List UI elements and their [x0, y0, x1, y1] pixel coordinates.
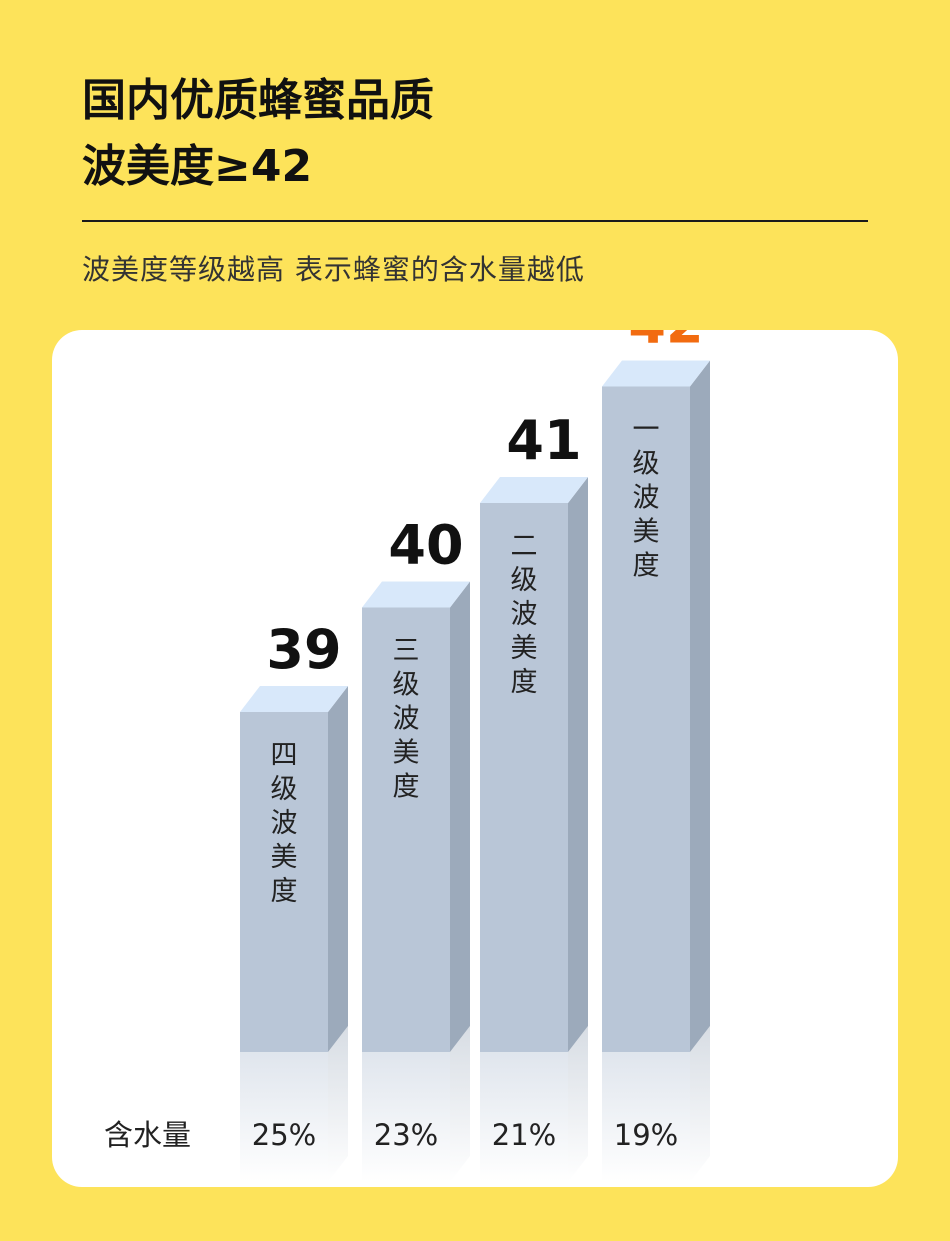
bar: [480, 503, 568, 1052]
bar-side: [568, 477, 588, 1052]
bar-reflection-side: [690, 1026, 710, 1182]
value-label: 41: [506, 409, 581, 472]
category-label-char: 度: [271, 876, 298, 907]
title-divider: [82, 220, 868, 222]
chart-card: 四级波美度3925%三级波美度4023%二级波美度4121%一级波美度4219%…: [52, 330, 898, 1187]
category-label-char: 美: [393, 738, 420, 769]
bar-reflection-side: [328, 1026, 348, 1182]
value-label: 39: [266, 618, 341, 681]
category-label-char: 度: [393, 772, 420, 803]
bar: [362, 607, 450, 1052]
bar-top: [362, 581, 470, 608]
value-label: 42: [628, 330, 703, 356]
category-label-char: 波: [511, 599, 538, 630]
water-content-value: 23%: [374, 1118, 438, 1152]
water-content-value: 25%: [252, 1118, 316, 1152]
bar-top: [240, 686, 348, 712]
value-label: 40: [388, 514, 463, 577]
bar-side: [328, 686, 348, 1052]
category-label-char: 波: [633, 483, 660, 514]
bar-reflection: [480, 1052, 568, 1182]
title-line-2: 波美度≥42: [82, 141, 313, 192]
subtitle: 波美度等级越高 表示蜂蜜的含水量越低: [82, 253, 585, 286]
category-label-char: 波: [271, 808, 298, 839]
category-label-char: 四: [271, 740, 298, 771]
bar: [240, 712, 328, 1052]
category-label-char: 美: [633, 517, 660, 548]
bar-reflection-side: [568, 1026, 588, 1182]
water-content-label: 含水量: [104, 1118, 191, 1152]
category-label-char: 波: [393, 704, 420, 735]
bar-side: [450, 581, 470, 1052]
bar-reflection: [602, 1052, 690, 1182]
category-label-char: 三: [393, 636, 420, 667]
bar-top: [602, 360, 710, 387]
title-line-1: 国内优质蜂蜜品质: [82, 75, 434, 126]
page-title: 国内优质蜂蜜品质 波美度≥42: [82, 68, 434, 200]
bar-reflection-side: [450, 1026, 470, 1182]
bar-reflection: [362, 1052, 450, 1182]
bar-top: [480, 477, 588, 503]
category-label-char: 美: [511, 633, 538, 664]
category-label-char: 度: [511, 667, 538, 698]
category-label-char: 二: [511, 531, 538, 562]
category-label-char: 度: [633, 551, 660, 582]
bar-side: [690, 360, 710, 1052]
water-content-value: 21%: [492, 1118, 556, 1152]
bar-chart: 四级波美度3925%三级波美度4023%二级波美度4121%一级波美度4219%…: [104, 330, 710, 1182]
category-label-char: 美: [271, 842, 298, 873]
category-label-char: 一: [633, 415, 660, 446]
category-label-char: 级: [511, 565, 538, 596]
bar-reflection: [240, 1052, 328, 1182]
category-label-char: 级: [633, 449, 660, 480]
bar: [602, 386, 690, 1052]
category-label-char: 级: [393, 670, 420, 701]
water-content-value: 19%: [614, 1118, 678, 1152]
category-label-char: 级: [271, 774, 298, 805]
